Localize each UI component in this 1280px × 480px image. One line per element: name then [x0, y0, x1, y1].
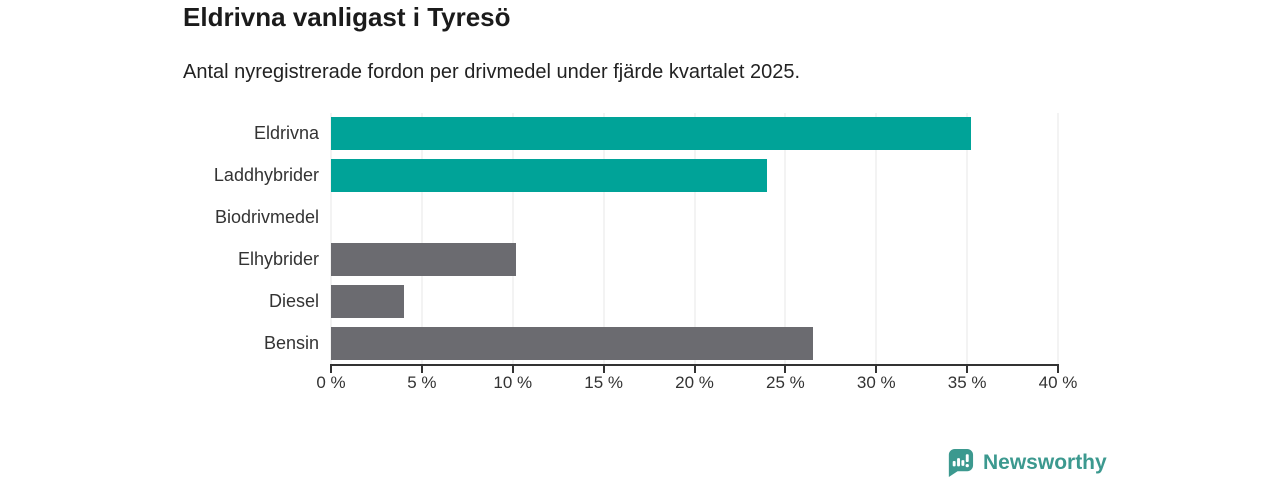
- category-label: Laddhybrider: [213, 165, 319, 186]
- bar-bensin: [331, 326, 813, 360]
- x-axis-tick: [511, 364, 514, 373]
- x-axis-tick-label: 10 %: [493, 373, 533, 392]
- category-label: Diesel: [268, 290, 319, 311]
- gridline: [784, 113, 786, 364]
- x-axis-tick-label: 40 %: [1038, 373, 1078, 392]
- category-label: Elhybrider: [237, 248, 319, 269]
- newsworthy-logo[interactable]: Newsworthy: [944, 446, 1107, 479]
- category-label: Eldrivna: [253, 123, 319, 144]
- bar-diesel: [331, 284, 404, 318]
- gridline: [966, 113, 968, 364]
- gridline: [603, 113, 605, 364]
- x-axis-tick: [784, 364, 787, 373]
- category-axis-labels: Eldrivna Laddhybrider Biodrivmedel Elhybrid…: [0, 113, 319, 364]
- chart-title: Eldrivna vanligast i Tyresö: [183, 2, 511, 32]
- x-axis-tick-label: 20 %: [675, 373, 714, 392]
- category-label: Bensin: [263, 332, 319, 353]
- x-axis-tick-label: 15 %: [584, 373, 623, 392]
- x-axis-tick: [875, 364, 878, 373]
- x-axis-ticks: [330, 364, 1059, 373]
- x-axis-tick-label: 25 %: [766, 373, 805, 392]
- bar-elhybrider: [331, 242, 517, 276]
- bar-eldrivna: [331, 117, 971, 151]
- newsworthy-logo-text: Newsworthy: [983, 450, 1107, 474]
- newsworthy-logo-icon: [948, 448, 974, 478]
- x-axis-tick-labels: 0 % 5 % 10 % 15 % 20 % 25 % 30 % 35 % 40 %: [316, 373, 1077, 395]
- gridline: [330, 113, 332, 364]
- chart-subtitle: Antal nyregistrerade fordon per drivmede…: [183, 61, 801, 83]
- x-axis-tick: [602, 364, 605, 373]
- x-axis-tick: [420, 364, 423, 373]
- gridline: [421, 113, 423, 364]
- bar-laddhybrider: [331, 159, 768, 193]
- x-axis-tick: [966, 364, 969, 373]
- x-axis-tick-label: 35 %: [947, 373, 987, 392]
- gridline: [1057, 113, 1059, 364]
- x-axis-tick-label: 5 %: [407, 373, 437, 392]
- category-label: Biodrivmedel: [214, 207, 319, 228]
- x-axis-tick-label: 30 %: [856, 373, 896, 392]
- x-axis-tick: [330, 364, 332, 373]
- x-axis-tick-label: 0 %: [316, 373, 346, 392]
- plot-area: [330, 113, 1059, 364]
- gridline: [512, 113, 514, 364]
- x-axis-tick: [693, 364, 696, 373]
- gridline: [694, 113, 695, 364]
- x-axis-tick: [1057, 364, 1059, 373]
- gridline: [875, 113, 877, 364]
